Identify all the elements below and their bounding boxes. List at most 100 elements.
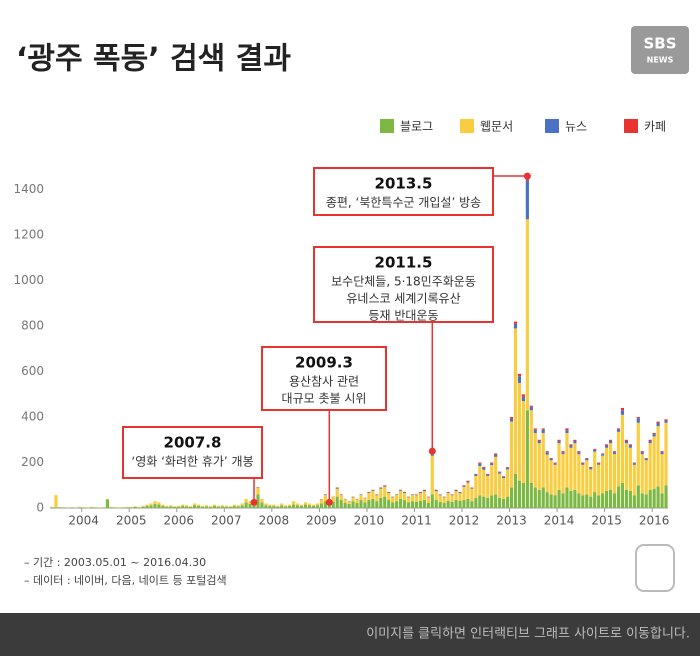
bar-segment	[490, 495, 494, 508]
bar-segment	[402, 500, 407, 508]
bar-segment	[311, 504, 316, 506]
x-tick-label: 2012	[449, 514, 480, 528]
legend-label: 웹문서	[480, 120, 513, 134]
bar-segment	[327, 504, 331, 508]
bar-segment	[577, 454, 581, 494]
bar-segment	[165, 505, 169, 507]
bar-segment	[363, 502, 367, 508]
annotation-box	[122, 426, 263, 479]
bar-segment	[331, 501, 335, 508]
bar-segment	[589, 467, 593, 470]
bar-segment	[145, 505, 149, 508]
bar-segment	[597, 495, 601, 508]
annotation-dot	[428, 447, 436, 455]
bar-segment	[537, 439, 541, 441]
bar-segment	[228, 506, 232, 507]
bar-segment	[149, 503, 153, 506]
bar-segment	[593, 448, 597, 450]
bar-segment	[620, 410, 625, 415]
bar-segment	[406, 502, 411, 508]
bar-segment	[656, 426, 660, 487]
bar-segment	[292, 504, 296, 508]
bar-segment	[581, 462, 585, 464]
legend-label: 카페	[644, 120, 666, 134]
bar-segment	[660, 451, 664, 453]
bar-segment	[636, 417, 640, 419]
bar-segment	[565, 487, 569, 508]
bar-segment	[533, 432, 537, 488]
bar-segment	[264, 505, 268, 508]
bar-segment	[490, 463, 494, 466]
footer-bar[interactable]	[0, 613, 700, 656]
bar-segment	[375, 495, 379, 502]
bar-segment	[482, 467, 486, 468]
bar-segment	[636, 422, 640, 486]
bar-segment	[141, 505, 145, 507]
annotation-text: ‘영화 ‘화려한 휴가’ 개봉	[131, 455, 253, 469]
bar-segment	[379, 488, 383, 498]
bar-segment	[240, 503, 244, 506]
bar-segment	[525, 180, 529, 220]
bar-segment	[557, 440, 561, 444]
bar-segment	[157, 504, 161, 508]
bar-segment	[664, 485, 668, 508]
bar-segment	[422, 491, 426, 500]
bar-segment	[648, 440, 652, 444]
bar-segment	[620, 407, 625, 411]
bar-segment	[585, 460, 589, 495]
footer-link[interactable]: 이미지를 클릭하면 인터랙티브 그래프 사이트로 이동합니다.	[366, 627, 690, 642]
bar-segment	[569, 490, 573, 508]
bar-segment	[200, 505, 205, 507]
bar-segment	[640, 454, 644, 494]
bar-segment	[636, 418, 640, 423]
bar-segment	[204, 506, 209, 508]
bar-segment	[478, 463, 482, 466]
bar-segment	[541, 487, 545, 508]
bar-segment	[280, 503, 284, 506]
bar-segment	[509, 418, 514, 422]
bar-segment	[644, 460, 648, 495]
bar-segment	[589, 469, 593, 497]
bar-segment	[605, 444, 609, 446]
x-tick-label: 2005	[116, 514, 147, 528]
bar-segment	[486, 497, 490, 508]
bar-segment	[426, 502, 430, 508]
bar-segment	[272, 504, 276, 506]
bar-segment	[58, 507, 62, 508]
bar-segment	[161, 504, 165, 506]
bar-segment	[466, 480, 470, 482]
bar-segment	[355, 499, 359, 503]
bar-segment	[458, 500, 462, 508]
bar-segment	[240, 505, 244, 508]
bar-segment	[541, 428, 545, 430]
bar-segment	[589, 467, 593, 468]
bar-segment	[577, 452, 581, 455]
bar-segment	[517, 376, 522, 383]
bar-segment	[335, 496, 339, 508]
bar-segment	[54, 495, 58, 508]
bar-segment	[616, 428, 621, 430]
bar-segment	[165, 506, 169, 508]
bar-segment	[644, 457, 648, 459]
bar-segment	[509, 487, 514, 508]
bar-segment	[284, 505, 288, 507]
bar-segment	[418, 493, 422, 501]
bar-segment	[466, 481, 470, 483]
bar-segment	[331, 497, 335, 502]
bar-segment	[216, 505, 220, 507]
bar-segment	[612, 493, 617, 508]
bar-segment	[462, 485, 466, 486]
bar-segment	[494, 494, 498, 508]
bar-segment	[232, 505, 236, 508]
bar-segment	[133, 506, 137, 507]
annotation-text: 종편, ‘북한특수군 개입설’ 방송	[326, 196, 481, 210]
bar-segment	[648, 439, 652, 441]
bar-segment	[620, 482, 625, 508]
bar-segment	[632, 462, 636, 464]
annotation-box	[313, 246, 494, 323]
stamp-icon	[635, 544, 675, 592]
bar-segment	[664, 420, 668, 423]
bar-segment	[605, 490, 609, 508]
bar-segment	[129, 507, 133, 508]
bar-segment	[466, 498, 470, 508]
